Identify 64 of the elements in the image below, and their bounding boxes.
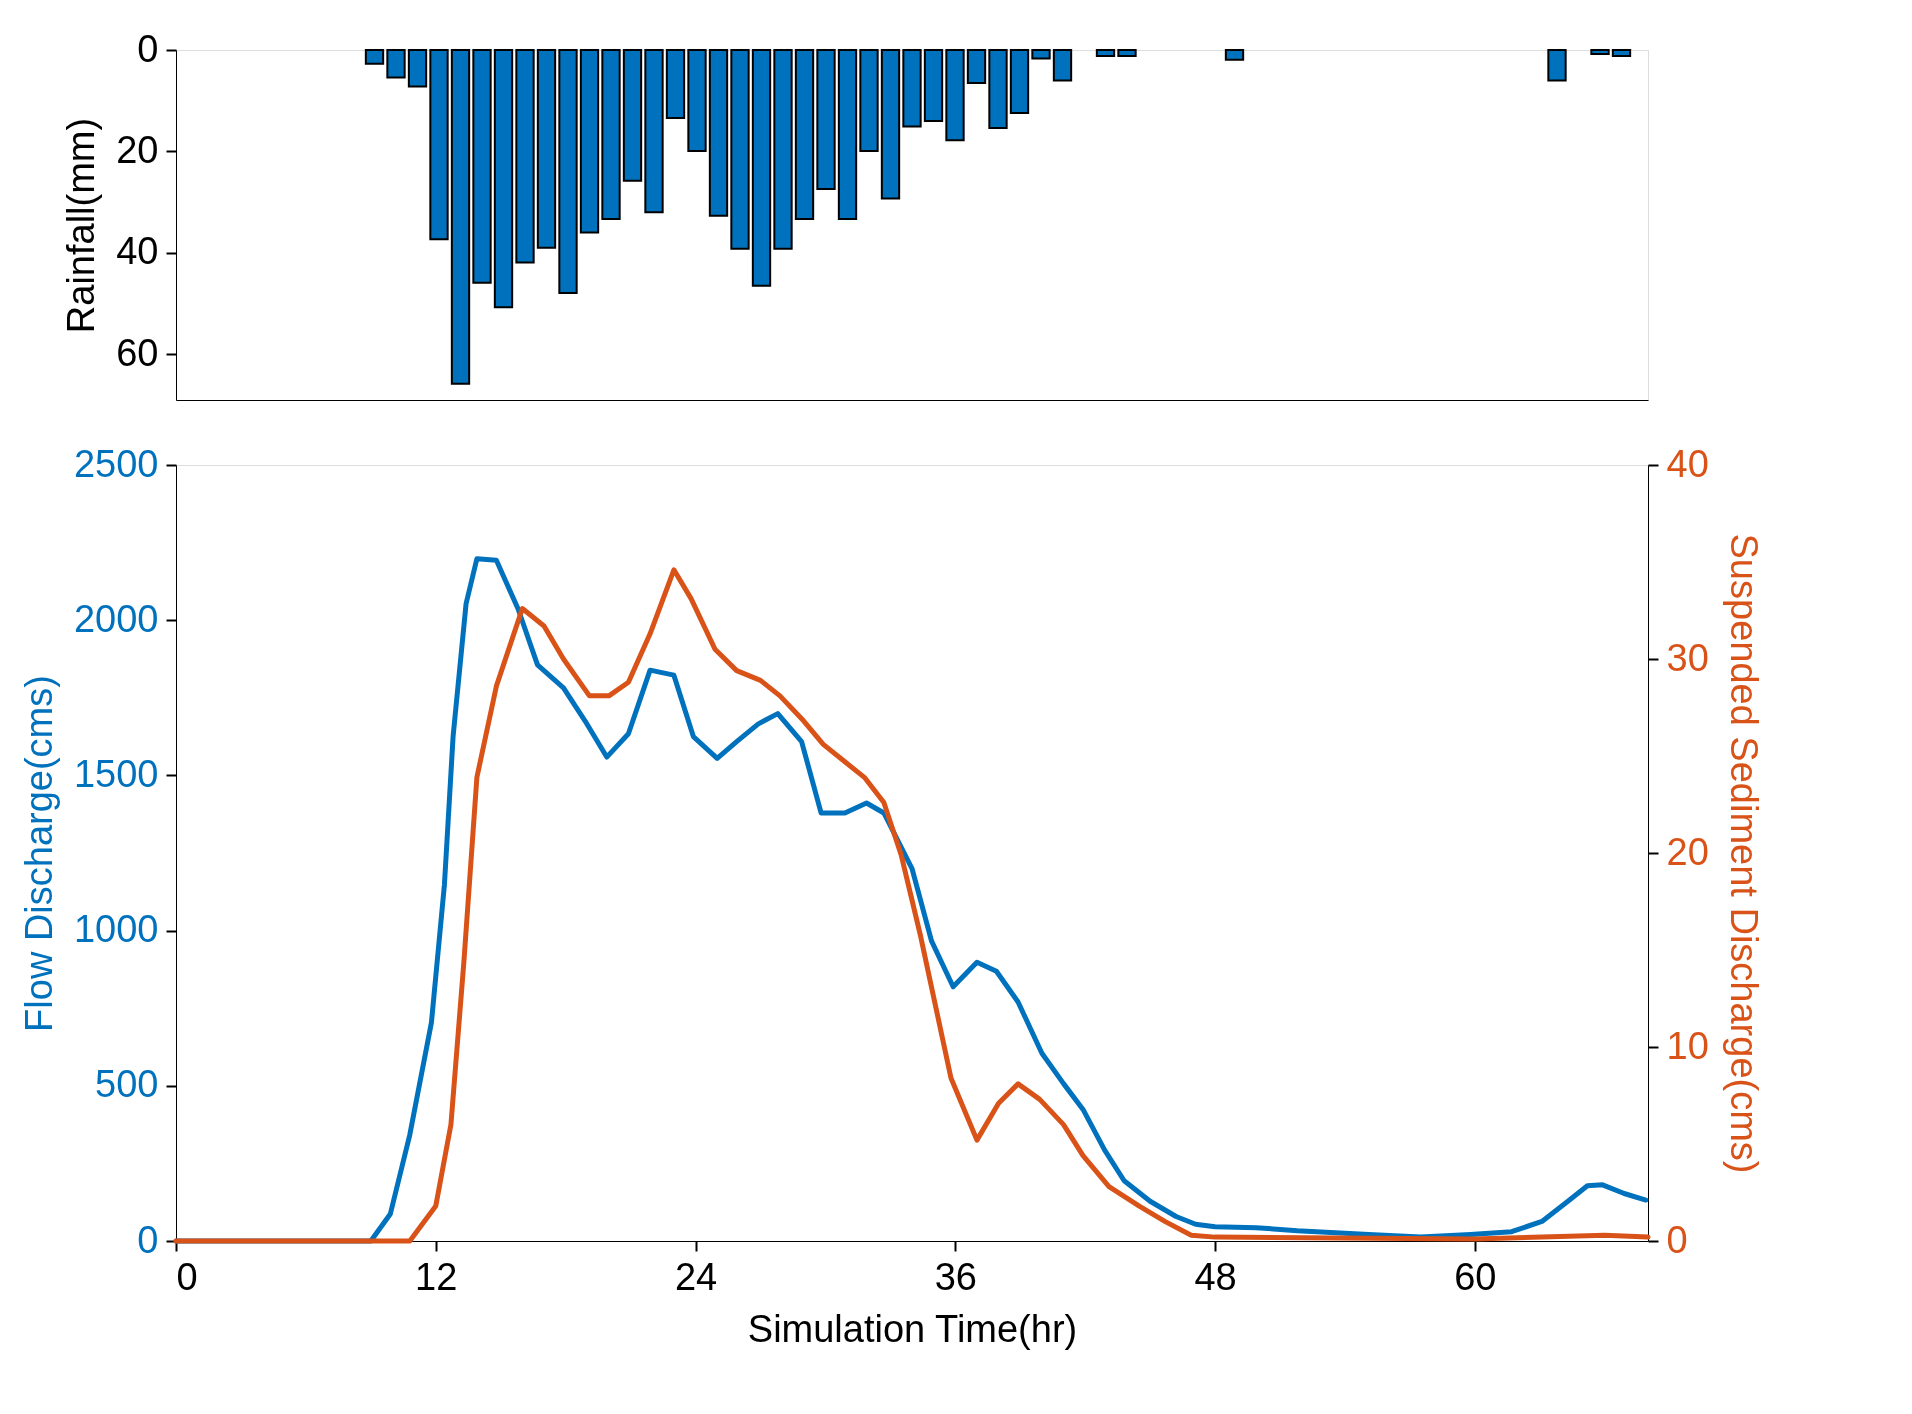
bar (1031, 49, 1051, 60)
bar (751, 49, 772, 287)
x-tick-label: 60 (1454, 1255, 1497, 1298)
bar (665, 49, 686, 119)
bar (1547, 49, 1567, 82)
bar (687, 49, 707, 152)
x-tick-label: 24 (674, 1255, 718, 1298)
bar (1590, 49, 1610, 56)
y-tick-label: 40 (116, 230, 159, 273)
bar (493, 49, 514, 309)
x-tick-label: 0 (176, 1255, 198, 1298)
y2-tick-label: 40 (1666, 442, 1709, 485)
y-tick-label: 1000 (73, 908, 159, 951)
bar (945, 49, 965, 142)
bar (1224, 49, 1245, 61)
bar (730, 49, 750, 250)
bar (988, 49, 1008, 130)
y2-tick-label: 10 (1666, 1024, 1709, 1067)
bar (515, 49, 535, 264)
y-tick-label: 500 (95, 1063, 159, 1106)
y-axis-title: Rainfall(mm) (60, 117, 103, 334)
x-tick-label: 48 (1194, 1255, 1237, 1298)
bar (364, 49, 385, 65)
bar (644, 49, 664, 214)
bar (816, 49, 836, 190)
bar (1095, 49, 1116, 58)
y-tick-label: 20 (116, 128, 159, 171)
bar (1052, 49, 1073, 82)
y-axis-title: Flow Discharge(cms) (17, 675, 60, 1032)
y-tick-label: 60 (116, 331, 159, 374)
x-axis-title: Simulation Time(hr) (747, 1307, 1078, 1350)
bar (472, 49, 492, 284)
bar (407, 49, 428, 88)
bar (450, 49, 471, 385)
bar (536, 49, 557, 249)
bar (1117, 49, 1137, 58)
y2-tick-label: 20 (1666, 830, 1709, 873)
bar (794, 49, 815, 220)
y-tick-label: 0 (137, 27, 159, 70)
x-tick-label: 36 (934, 1255, 977, 1298)
bar (386, 49, 406, 79)
bar (622, 49, 643, 182)
bar (902, 49, 922, 128)
bar (880, 49, 901, 200)
bar (1009, 49, 1030, 114)
bar (558, 49, 578, 294)
bar (1611, 49, 1632, 58)
bar (579, 49, 600, 234)
y2-axis-title: Suspended Sediment Discharge(cms) (1722, 533, 1765, 1174)
x-tick-label: 12 (415, 1255, 458, 1298)
y2-tick-label: 0 (1666, 1218, 1688, 1261)
bar (837, 49, 858, 220)
y2-tick-label: 30 (1666, 636, 1709, 679)
y-tick-label: 1500 (73, 752, 159, 795)
bar (773, 49, 793, 250)
bar (859, 49, 879, 152)
y-tick-label: 0 (137, 1218, 159, 1261)
y-tick-label: 2000 (73, 597, 159, 640)
bar (923, 49, 944, 123)
bar (429, 49, 449, 241)
bar (708, 49, 729, 217)
bar (601, 49, 621, 220)
y-tick-label: 2500 (73, 442, 159, 485)
bar (966, 49, 987, 84)
